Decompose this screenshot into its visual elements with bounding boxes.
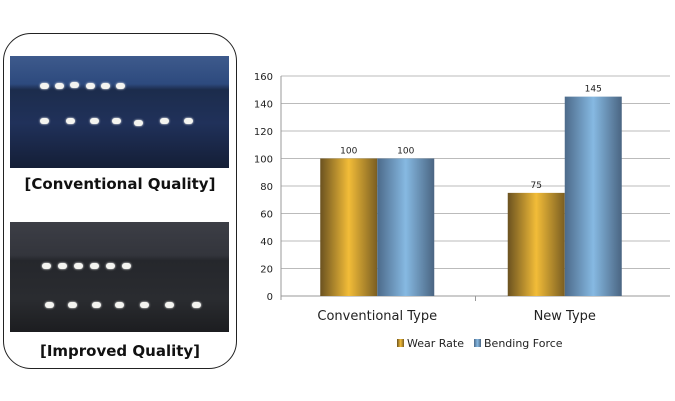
improved-quality-photo [10,222,229,332]
y-tick-label: 20 [260,265,273,276]
marker-dot [160,118,169,124]
y-tick-label: 80 [260,182,273,193]
marker-dot [68,302,77,308]
marker-dot [40,83,49,89]
bar-bending-force [377,158,435,296]
bar-wear-rate [507,192,565,296]
marker-dot [101,83,110,89]
marker-dot [58,263,67,269]
conventional-quality-caption: [Conventional Quality] [24,175,216,193]
legend-label-bending-force: Bending Force [484,337,563,350]
legend: Wear Rate Bending Force [397,337,563,350]
data-label: 100 [340,147,357,157]
marker-dot [140,302,149,308]
data-label: 75 [531,181,542,191]
improved-quality-caption: [Improved Quality] [39,342,201,360]
marker-dot [70,82,79,88]
marker-dot [112,118,121,124]
marker-dot [40,118,49,124]
x-category-label: Conventional Type [317,309,437,324]
marker-dot [45,302,54,308]
marker-dot [115,302,124,308]
y-tick-label: 40 [260,237,273,248]
y-tick-label: 100 [254,155,273,166]
bar-chart: 0 20 40 60 80 100 120 140 160 Conventional Type 10… [254,72,670,350]
marker-dot [192,302,201,308]
marker-dot [92,302,101,308]
bar-bending-force [564,96,622,296]
data-label: 100 [397,147,414,157]
marker-dot [165,302,174,308]
y-tick-label: 0 [267,292,273,303]
x-category-label: New Type [534,309,596,324]
y-tick-label: 120 [254,127,273,138]
marker-dot [74,263,83,269]
marker-dot [42,263,51,269]
marker-dot [86,83,95,89]
marker-dot [122,263,131,269]
legend-label-wear-rate: Wear Rate [407,337,464,350]
conventional-quality-photo [10,56,229,168]
marker-dot [90,118,99,124]
bar-wear-rate [320,158,378,296]
legend-swatch-wear-rate [397,339,404,347]
marker-dot [55,83,64,89]
marker-dot [134,120,143,126]
y-tick-label: 60 [260,210,273,221]
marker-dot [116,83,125,89]
image-panel [3,33,237,369]
marker-dot [106,263,115,269]
y-tick-label: 160 [254,72,273,83]
marker-dot [66,118,75,124]
data-label: 145 [585,85,602,95]
y-tick-label: 140 [254,100,273,111]
legend-swatch-bending-force [474,339,481,347]
marker-dot [184,118,193,124]
marker-dot [90,263,99,269]
